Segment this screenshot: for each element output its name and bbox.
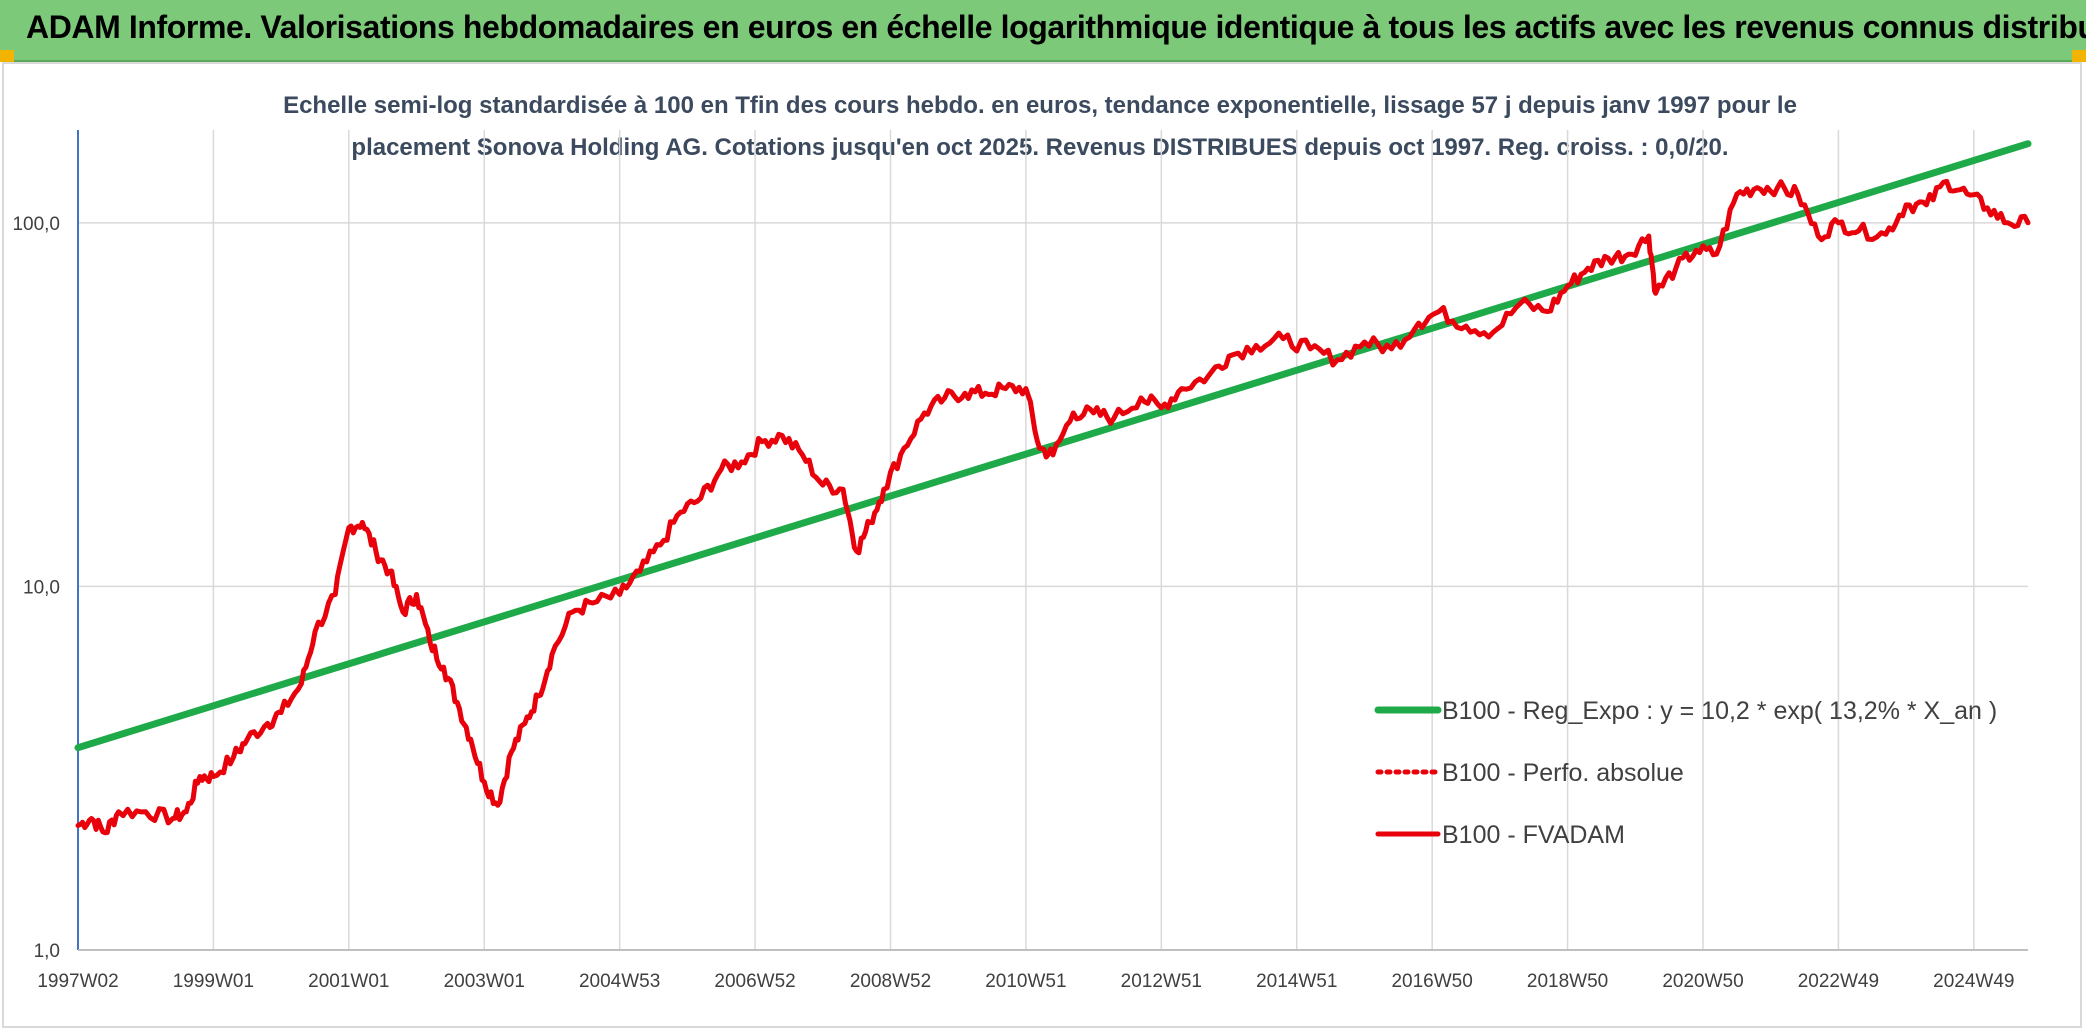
x-tick-label: 2010W51	[985, 971, 1066, 992]
x-tick-label: 2012W51	[1121, 971, 1202, 992]
y-axis-labels: 1,0 10,0 100,0	[12, 214, 60, 962]
y-tick-label: 1,0	[34, 941, 60, 962]
x-tick-label: 2014W51	[1256, 971, 1337, 992]
x-tick-label: 2016W50	[1391, 971, 1472, 992]
x-tick-label: 2006W52	[714, 971, 795, 992]
legend: B100 - Reg_Expo : y = 10,2 * exp( 13,2% …	[1374, 697, 1997, 849]
x-tick-label: 2018W50	[1527, 971, 1608, 992]
x-tick-label: 2024W49	[1933, 971, 2014, 992]
series-lines	[74, 140, 2032, 836]
x-tick-label: 2020W50	[1662, 971, 1743, 992]
corner-marker-right	[2072, 50, 2086, 62]
x-tick-label: 2004W53	[579, 971, 660, 992]
y-tick-label: 100,0	[12, 214, 60, 235]
x-tick-label: 1999W01	[173, 971, 254, 992]
chart-title-line-1: Echelle semi-log standardisée à 100 en T…	[283, 92, 1797, 119]
report-banner: ADAM Informe. Valorisations hebdomadaire…	[0, 0, 2086, 62]
series-line-2	[75, 178, 2031, 836]
chart-title-line-2: placement Sonova Holding AG. Cotations j…	[351, 134, 1729, 161]
legend-label-2: B100 - FVADAM	[1442, 821, 1625, 849]
legend-label-0: B100 - Reg_Expo : y = 10,2 * exp( 13,2% …	[1442, 697, 1997, 725]
chart-frame	[2, 62, 2082, 1028]
x-axis-labels: 1997W02 1999W01 2001W01 2003W01 2004W53 2006W…	[37, 971, 2014, 992]
x-tick-label: 1997W02	[37, 971, 118, 992]
axes	[77, 130, 2028, 951]
series-line-0	[74, 140, 2032, 752]
x-tick-label: 2008W52	[850, 971, 931, 992]
x-tick-label: 2001W01	[308, 971, 389, 992]
y-tick-label: 10,0	[23, 577, 60, 598]
x-tick-label: 2003W01	[444, 971, 525, 992]
report-title: ADAM Informe. Valorisations hebdomadaire…	[26, 9, 2086, 45]
legend-label-1: B100 - Perfo. absolue	[1442, 759, 1684, 787]
corner-marker-left	[0, 50, 14, 62]
x-tick-label: 2022W49	[1798, 971, 1879, 992]
